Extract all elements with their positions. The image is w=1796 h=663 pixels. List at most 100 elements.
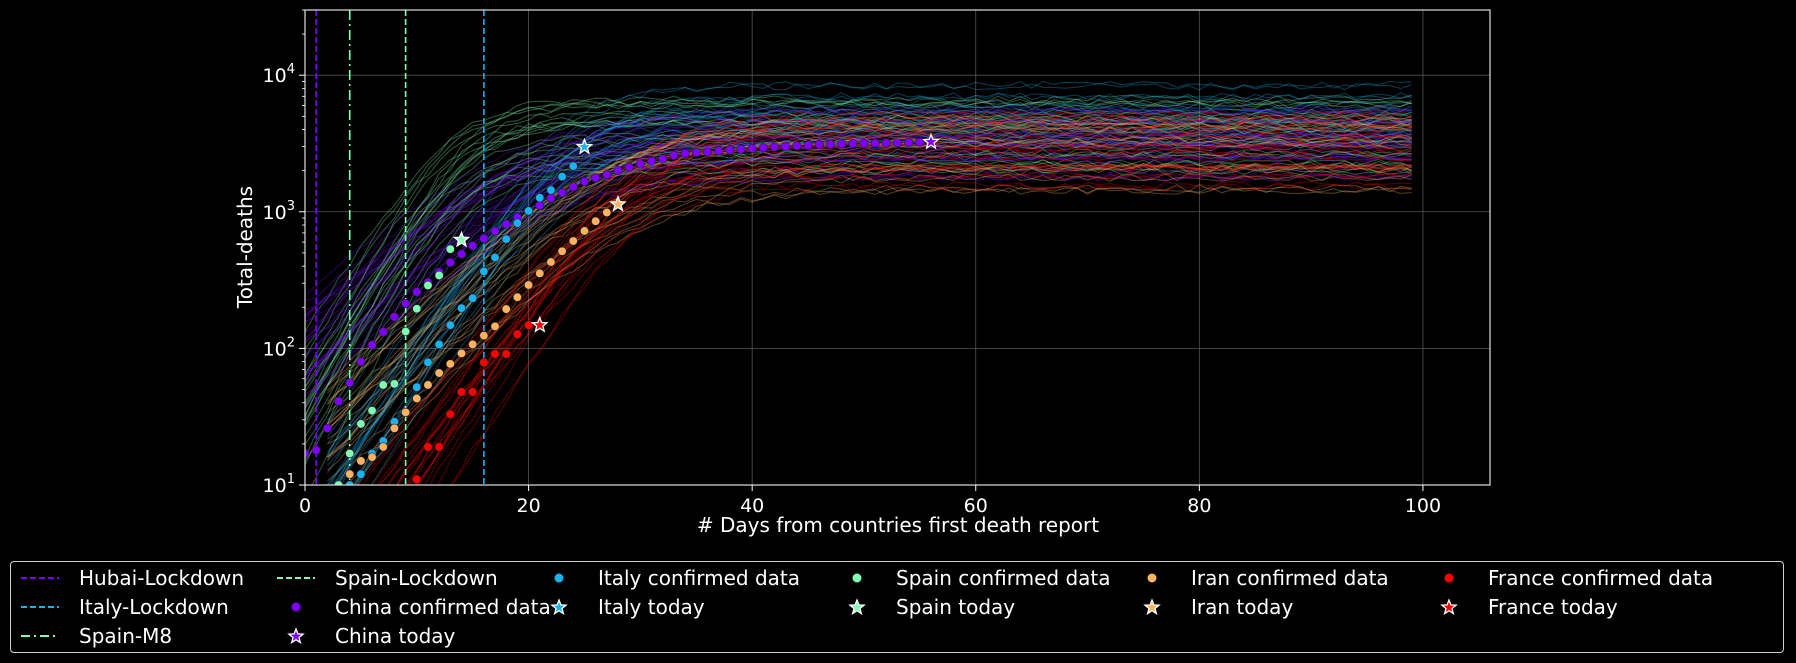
data-point-italy bbox=[501, 234, 511, 244]
ensemble-trajectory-italy bbox=[341, 103, 1412, 485]
legend-label: France today bbox=[1488, 595, 1618, 619]
ensemble-trajectory-italy bbox=[330, 125, 1412, 485]
data-point-iran bbox=[524, 280, 534, 290]
data-point-china bbox=[305, 449, 310, 459]
ensemble-trajectory-china bbox=[305, 147, 1412, 377]
ensemble-trajectory-spain bbox=[305, 100, 1412, 403]
legend-label: Hubai-Lockdown bbox=[79, 566, 245, 590]
ensemble-trajectory-france bbox=[356, 146, 1412, 485]
today-marker-italy bbox=[575, 137, 594, 155]
data-point-china bbox=[736, 144, 746, 154]
data-point-china bbox=[602, 170, 612, 180]
data-point-china bbox=[401, 299, 411, 309]
data-point-iran bbox=[457, 348, 467, 358]
legend-symbol-star bbox=[550, 598, 568, 616]
data-point-spain bbox=[401, 326, 411, 336]
legend-item-iran-today: Iran today bbox=[1129, 595, 1293, 619]
data-point-france bbox=[434, 442, 444, 452]
ensemble-trajectory-spain bbox=[305, 158, 1412, 445]
data-point-france bbox=[512, 329, 522, 339]
ensemble-trajectory-italy bbox=[326, 108, 1412, 445]
ensemble-trajectory-france bbox=[415, 141, 1412, 485]
data-point-spain bbox=[412, 304, 422, 314]
y-tick-label: 101 bbox=[263, 472, 295, 497]
legend-item-china-confirmed-data: China confirmed data bbox=[273, 595, 551, 619]
ensemble-trajectory-china bbox=[305, 153, 1412, 377]
legend-symbol-dashed bbox=[21, 606, 59, 608]
legend-symbol-dashdot bbox=[21, 635, 59, 637]
ensemble-trajectory-italy bbox=[326, 126, 1412, 474]
data-point-china bbox=[479, 234, 489, 244]
data-point-italy bbox=[546, 185, 556, 195]
data-point-iran bbox=[378, 442, 388, 452]
data-point-china bbox=[635, 159, 645, 169]
legend-symbol-star bbox=[848, 598, 866, 616]
ensemble-trajectory-china bbox=[305, 117, 1412, 318]
ensemble-trajectory-france bbox=[397, 131, 1412, 485]
ensemble-trajectory-spain bbox=[305, 111, 1412, 427]
data-point-italy bbox=[445, 320, 455, 330]
data-point-china bbox=[770, 142, 780, 152]
ensemble-trajectory-france bbox=[450, 172, 1412, 485]
ensemble-trajectory-france bbox=[408, 131, 1412, 485]
data-point-iran bbox=[501, 304, 511, 314]
legend-symbol-star bbox=[287, 627, 305, 645]
ensemble-trajectory-iran bbox=[327, 126, 1412, 402]
data-point-iran bbox=[468, 339, 478, 349]
ensemble-trajectory-france bbox=[396, 164, 1412, 485]
data-point-china bbox=[457, 249, 467, 259]
data-point-iran bbox=[356, 456, 366, 466]
data-point-spain bbox=[378, 380, 388, 390]
data-point-china bbox=[837, 139, 847, 149]
ensemble-trajectory-iran bbox=[327, 173, 1412, 458]
ensemble-trajectory-spain bbox=[311, 158, 1412, 485]
ensemble-trajectory-italy bbox=[339, 114, 1412, 485]
ensemble-trajectory-italy bbox=[337, 111, 1412, 485]
ensemble-trajectory-italy bbox=[327, 151, 1412, 485]
ensemble-trajectory-china bbox=[305, 107, 1412, 297]
ensemble-trajectory-spain bbox=[305, 136, 1412, 422]
legend-symbol-dashed bbox=[277, 577, 315, 579]
ensemble-trajectory-iran bbox=[327, 126, 1412, 394]
ensemble-trajectory-iran bbox=[327, 164, 1412, 445]
data-point-china bbox=[367, 340, 377, 350]
data-point-china bbox=[904, 137, 914, 147]
ensemble-trajectory-italy bbox=[326, 118, 1412, 466]
legend-label: Spain confirmed data bbox=[896, 566, 1111, 590]
ensemble-trajectory-france bbox=[378, 121, 1412, 485]
data-point-china bbox=[557, 188, 567, 198]
ensemble-trajectory-france bbox=[387, 162, 1412, 485]
data-point-iran bbox=[535, 268, 545, 278]
legend-symbol-dot bbox=[291, 602, 301, 612]
legend-item-iran-confirmed-data: Iran confirmed data bbox=[1129, 566, 1389, 590]
ensemble-trajectory-iran bbox=[327, 165, 1412, 461]
ensemble-trajectory-france bbox=[405, 183, 1412, 485]
ensemble-trajectory-china bbox=[305, 104, 1412, 301]
ensemble-trajectory-china bbox=[305, 132, 1412, 334]
x-axis-label: # Days from countries first death report bbox=[697, 513, 1099, 537]
ensemble-trajectory-italy bbox=[356, 131, 1412, 485]
ensemble-trajectory-spain bbox=[305, 140, 1412, 426]
data-point-china bbox=[647, 156, 657, 166]
ensemble-trajectory-italy bbox=[356, 139, 1412, 485]
ensemble-trajectory-spain bbox=[305, 121, 1412, 409]
ensemble-trajectory-china bbox=[305, 137, 1412, 344]
data-point-italy bbox=[479, 266, 489, 276]
ensemble-trajectory-france bbox=[387, 110, 1412, 485]
data-point-china bbox=[881, 138, 891, 148]
plot-frame bbox=[304, 9, 1491, 486]
data-point-iran bbox=[591, 216, 601, 226]
data-point-china bbox=[468, 241, 478, 251]
data-point-france bbox=[490, 349, 500, 359]
ensemble-trajectory-france bbox=[380, 115, 1412, 485]
data-point-italy bbox=[557, 172, 567, 182]
data-point-italy bbox=[468, 293, 478, 303]
x-tick-label: 80 bbox=[1187, 495, 1211, 517]
data-point-italy bbox=[356, 469, 366, 479]
x-tick-label: 20 bbox=[516, 495, 540, 517]
data-point-china bbox=[311, 445, 321, 455]
data-point-china bbox=[591, 173, 601, 183]
data-point-spain bbox=[356, 419, 366, 429]
ensemble-trajectory-spain bbox=[305, 132, 1412, 406]
